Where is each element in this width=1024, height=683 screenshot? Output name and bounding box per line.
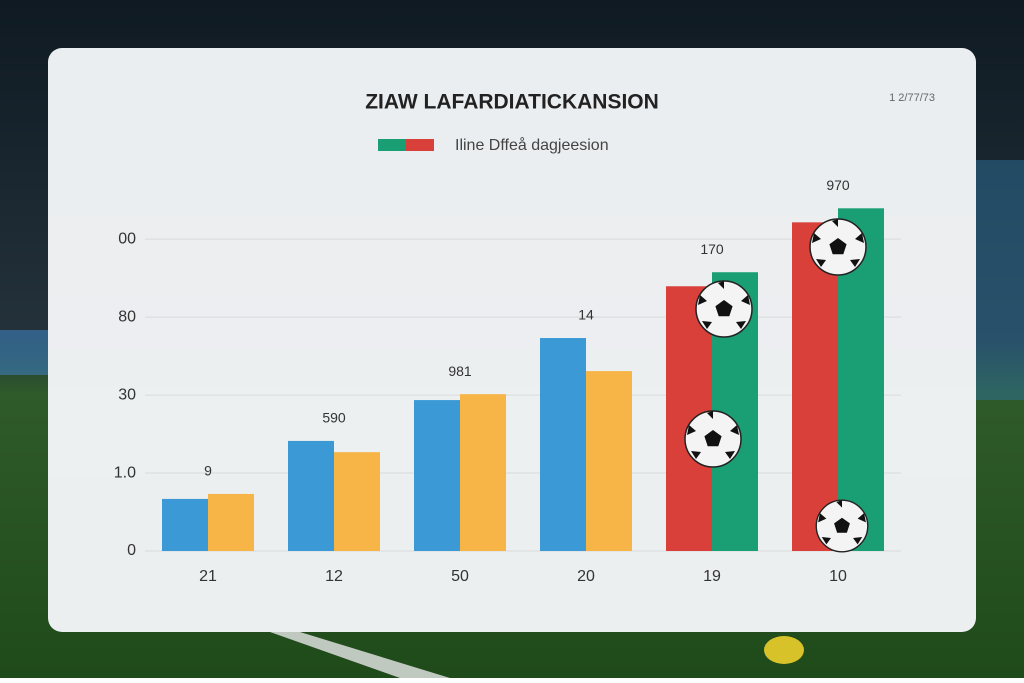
legend-swatch: [378, 139, 406, 151]
annotation: 170: [700, 241, 724, 257]
x-tick-label: 50: [451, 568, 469, 585]
x-tick-label: 21: [199, 568, 217, 585]
bar: [414, 400, 460, 551]
cone: [764, 636, 804, 664]
bar: [162, 498, 208, 551]
y-tick-label: 1.0: [114, 464, 136, 481]
annotation: 970: [826, 177, 850, 193]
bar: [586, 371, 632, 551]
y-tick-label: 00: [118, 230, 136, 247]
soccer-ball: [695, 280, 753, 338]
chart-title: ZIAW LAFARDIATICKANSION: [365, 91, 659, 114]
legend-swatch: [406, 139, 434, 151]
bar: [460, 394, 506, 551]
soccer-ball: [684, 410, 742, 468]
annotation: 14: [578, 307, 594, 323]
pitch-line: [270, 632, 450, 678]
bar: [792, 222, 838, 552]
soccer-ball: [815, 499, 869, 553]
corner-text: 1 2/77/73: [889, 92, 935, 104]
bar: [334, 452, 380, 551]
y-tick-label: 0: [127, 542, 136, 559]
banner: [0, 330, 48, 375]
annotation: 9: [204, 463, 212, 479]
y-tick-label: 80: [118, 308, 136, 325]
plot: 0 1.0 30 80 00 21 9 12 590 50 981 20 14 19 170 10 970: [114, 177, 901, 585]
stand: [975, 160, 1024, 400]
annotation: 981: [448, 363, 472, 379]
bar: [540, 338, 586, 551]
x-tick-label: 12: [325, 568, 343, 585]
x-tick-label: 20: [577, 568, 595, 585]
y-tick-label: 30: [118, 386, 136, 403]
bar: [208, 493, 254, 551]
bar: [288, 440, 334, 551]
annotation: 590: [322, 410, 346, 426]
x-tick-label: 19: [703, 568, 721, 585]
legend-label: Iline Dffeå dagjeesion: [455, 136, 609, 154]
x-tick-label: 10: [829, 568, 847, 585]
soccer-ball: [809, 218, 867, 276]
